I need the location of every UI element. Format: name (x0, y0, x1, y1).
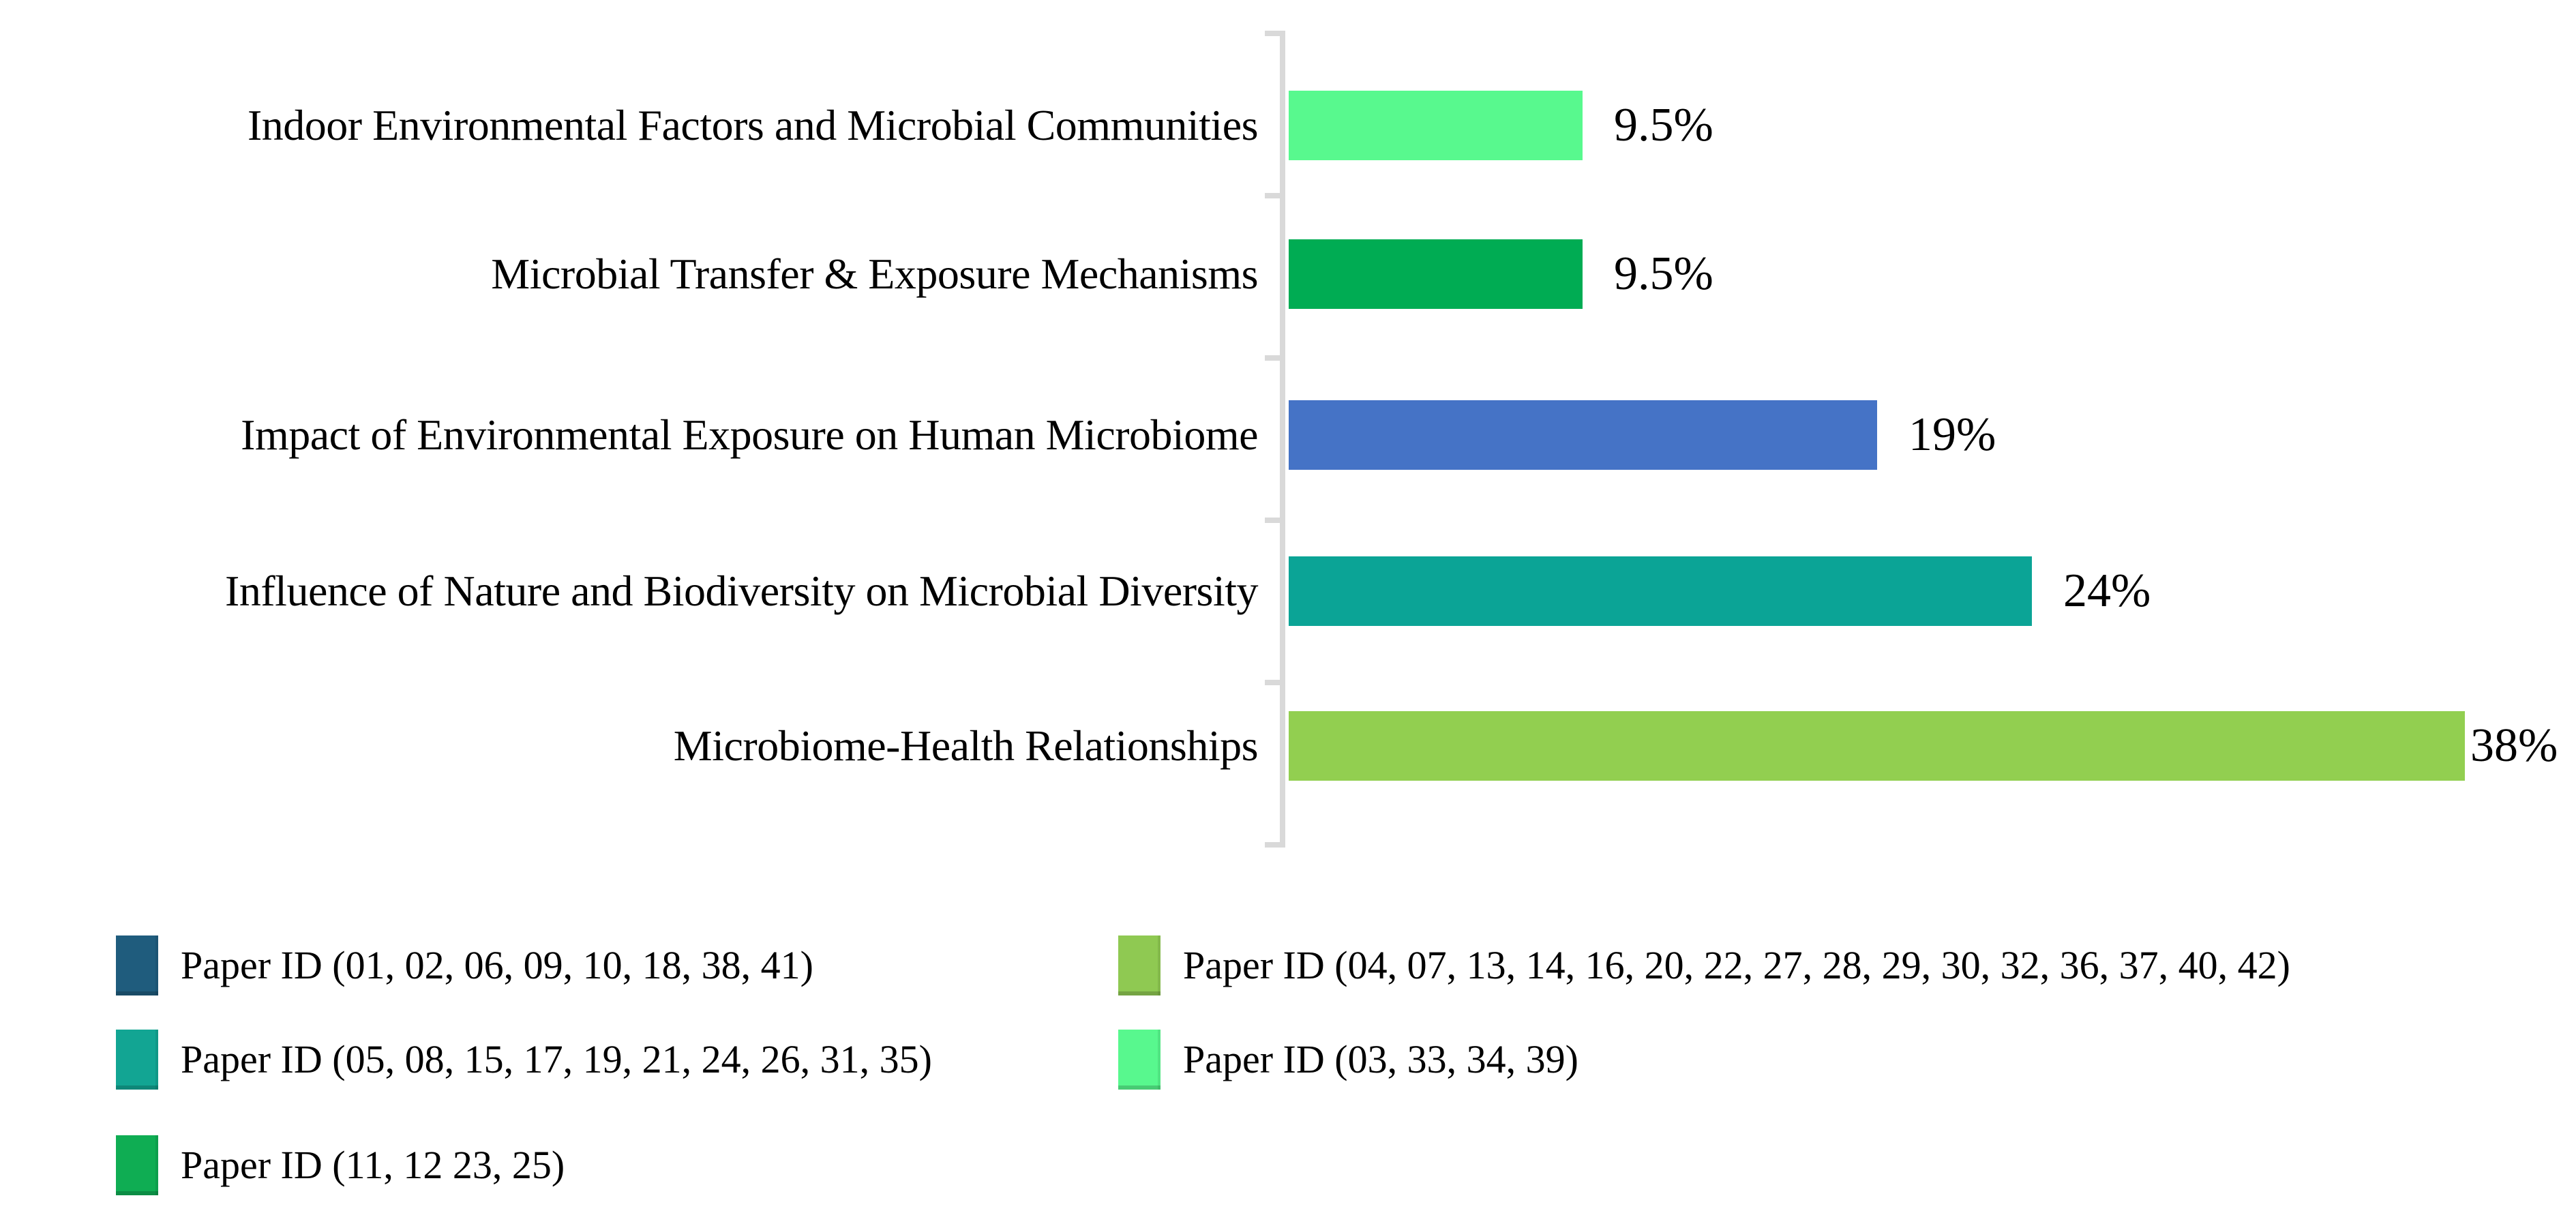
legend-swatch-teal (116, 1030, 158, 1090)
bar-indoor-environmental (1289, 91, 1583, 160)
bar-microbiome-health (1289, 711, 2465, 781)
legend-label: Paper ID (01, 02, 06, 09, 10, 18, 38, 41… (181, 943, 813, 987)
value-label: 38% (2470, 719, 2558, 772)
category-label-nature-biodiversity: Influence of Nature and Biodiversity on … (225, 567, 1258, 615)
bar-microbial-transfer (1289, 239, 1583, 309)
legend-label: Paper ID (03, 33, 34, 39) (1183, 1037, 1578, 1081)
legend-label: Paper ID (11, 12 23, 25) (181, 1143, 565, 1187)
bar-nature-biodiversity (1289, 556, 2032, 626)
axis-tick (1265, 31, 1280, 36)
legend-swatch-green (116, 1135, 158, 1195)
value-label: 9.5% (1614, 99, 1713, 151)
value-label: 24% (2063, 565, 2151, 617)
value-label: 19% (1908, 408, 1996, 461)
legend-swatch-lime-green (1118, 935, 1160, 995)
axis-tick (1265, 193, 1280, 198)
category-label-microbiome-health: Microbiome-Health Relationships (673, 721, 1259, 770)
axis-tick (1265, 680, 1280, 685)
category-label-indoor-environmental: Indoor Environmental Factors and Microbi… (247, 101, 1259, 149)
axis-tick (1265, 355, 1280, 361)
legend-label: Paper ID (04, 07, 13, 14, 16, 20, 22, 27… (1183, 943, 2290, 987)
axis-tick (1265, 518, 1280, 523)
legend-swatch-dark-blue (116, 935, 158, 995)
category-label-impact-exposure: Impact of Environmental Exposure on Huma… (241, 410, 1258, 459)
bar-impact-exposure (1289, 400, 1877, 470)
value-label: 9.5% (1614, 248, 1713, 300)
axis-tick (1265, 842, 1280, 848)
legend-label: Paper ID (05, 08, 15, 17, 19, 21, 24, 26… (181, 1037, 932, 1081)
y-axis-line (1280, 31, 1285, 848)
legend-swatch-mint-green (1118, 1030, 1160, 1090)
category-label-microbial-transfer: Microbial Transfer & Exposure Mechanisms (491, 250, 1258, 298)
